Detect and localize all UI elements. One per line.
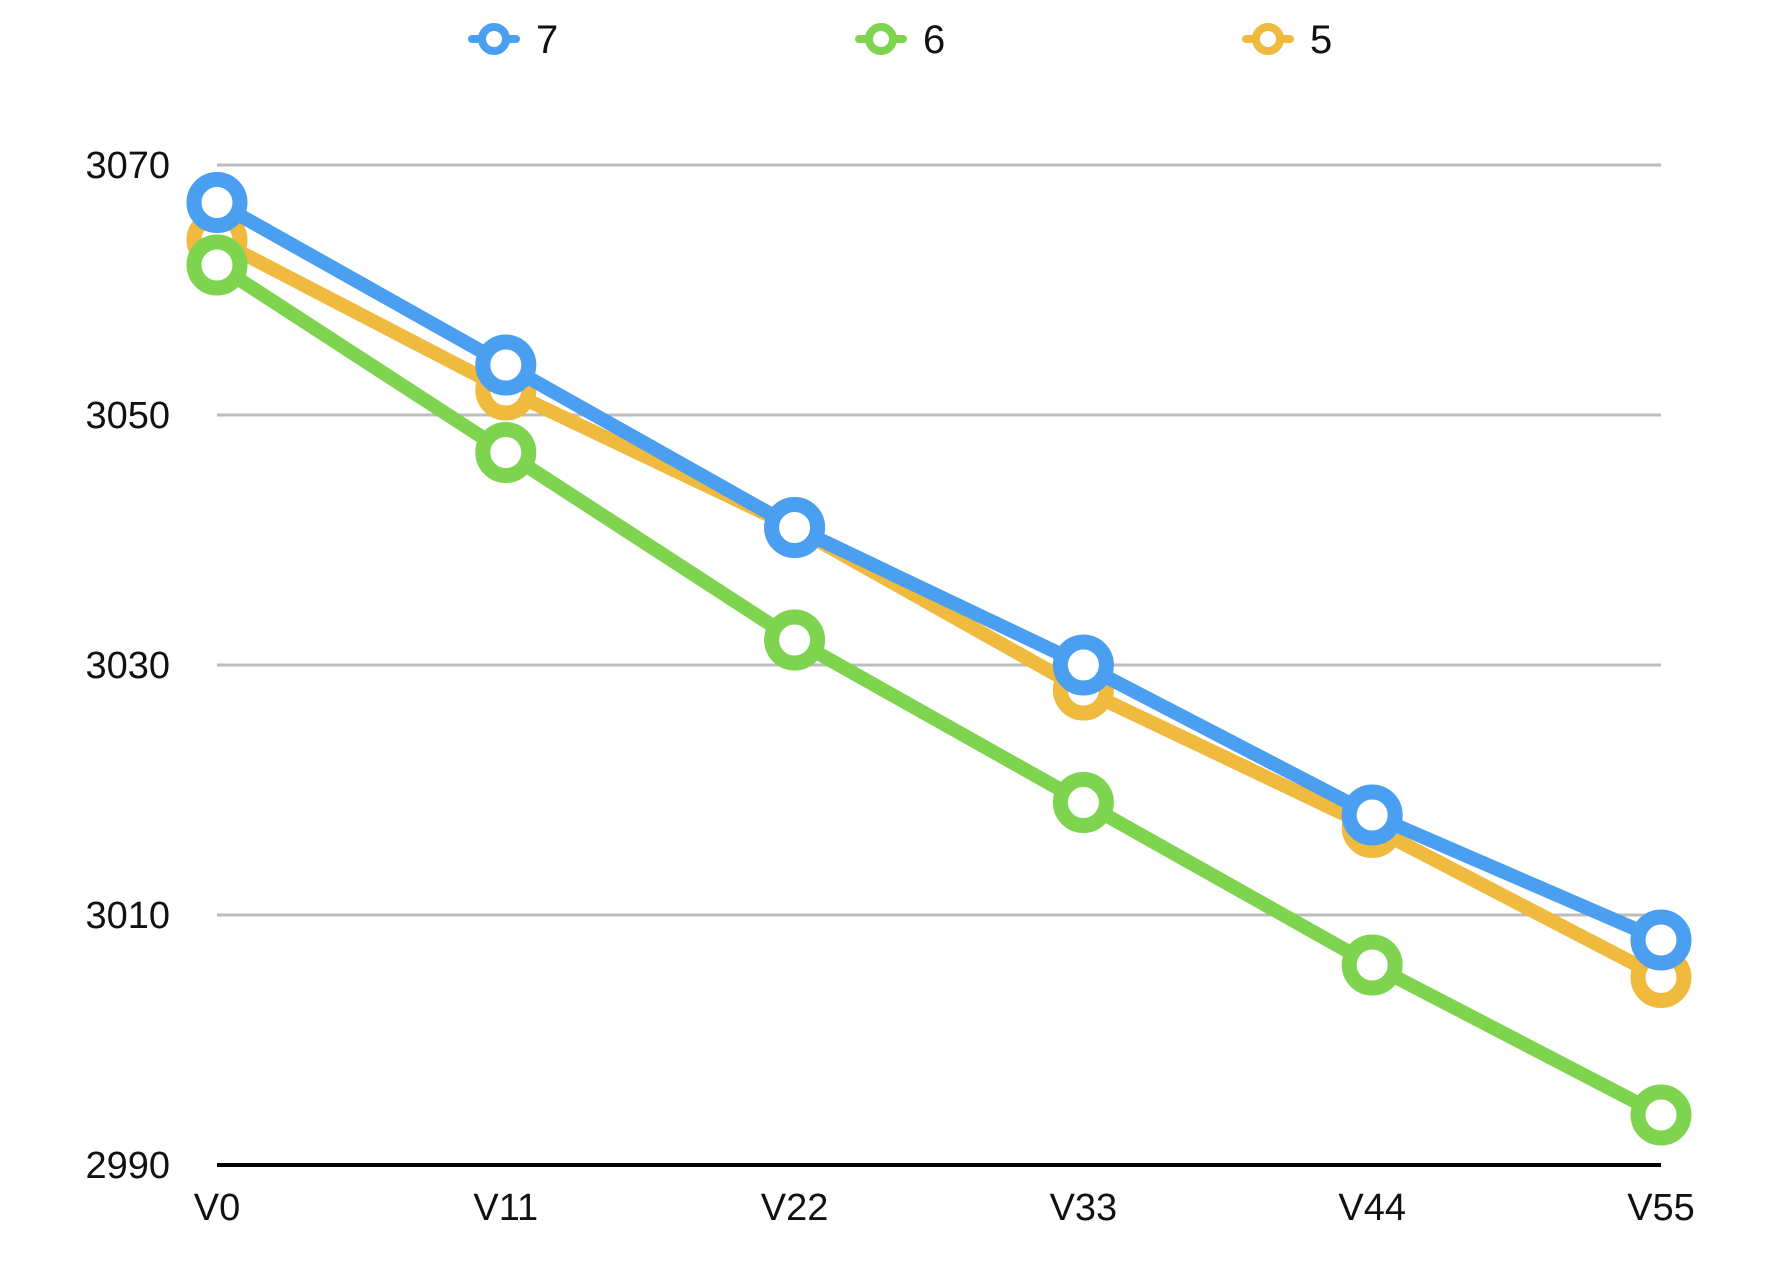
series-line: [210, 233, 1668, 985]
data-point: [1630, 909, 1692, 971]
data-point: [1052, 772, 1114, 833]
y-tick-label: 3030: [85, 645, 170, 687]
legend-label: 6: [923, 18, 945, 62]
legend: 7 6 5: [468, 18, 1332, 62]
x-tick-label: V44: [1338, 1187, 1406, 1229]
legend-item: 6: [855, 18, 945, 62]
series-line: [210, 258, 1668, 1122]
legend-label: 7: [536, 18, 558, 62]
legend-marker-icon: [478, 23, 510, 55]
data-point: [475, 334, 537, 396]
x-axis: V0 V11 V22 V33 V44 V55: [194, 1187, 1695, 1229]
data-point: [186, 234, 248, 296]
data-point: [1341, 784, 1403, 846]
x-tick-label: V33: [1050, 1187, 1118, 1229]
series-5: [186, 209, 1692, 1008]
y-tick-label: 2990: [85, 1145, 170, 1187]
legend-label: 5: [1310, 18, 1332, 62]
series-line: [210, 195, 1668, 947]
data-point: [764, 497, 826, 558]
data-point: [1630, 1084, 1692, 1146]
series-6: [186, 234, 1692, 1146]
x-tick-label: V55: [1627, 1187, 1695, 1229]
y-axis: 3070 3050 3030 3010 2990: [85, 145, 170, 1187]
x-tick-label: V22: [761, 1187, 829, 1229]
series-7: [186, 172, 1692, 971]
data-point: [475, 422, 537, 483]
legend-marker-icon: [1252, 23, 1284, 55]
y-tick-label: 3010: [85, 895, 170, 937]
y-tick-label: 3070: [85, 145, 170, 187]
series-group: [186, 172, 1692, 1146]
legend-marker-icon: [865, 23, 897, 55]
x-tick-label: V11: [473, 1187, 538, 1229]
data-point: [764, 609, 826, 671]
x-tick-label: V0: [194, 1187, 240, 1229]
legend-item: 5: [1242, 18, 1332, 62]
data-point: [1052, 634, 1114, 696]
data-point: [1341, 934, 1403, 996]
legend-item: 7: [468, 18, 558, 62]
data-point: [186, 172, 248, 233]
y-tick-label: 3050: [85, 395, 170, 437]
grid-lines: [217, 163, 1661, 1167]
